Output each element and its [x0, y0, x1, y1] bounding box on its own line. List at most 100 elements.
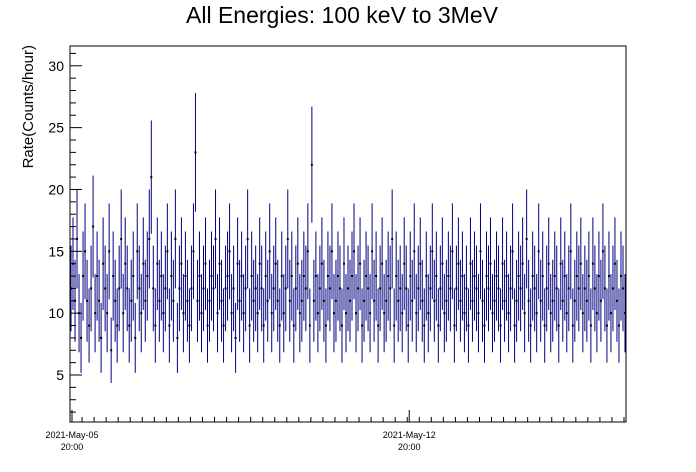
data-point [483, 324, 486, 327]
data-point [437, 324, 440, 327]
data-point [208, 299, 211, 302]
data-point [511, 250, 514, 253]
data-point [459, 299, 462, 302]
data-point [94, 312, 97, 315]
data-point [252, 299, 255, 302]
data-point [88, 324, 91, 327]
data-point [501, 262, 504, 265]
y-tick-label: 5 [56, 367, 64, 383]
data-point [326, 275, 329, 278]
data-point [481, 299, 484, 302]
data-point [447, 275, 450, 278]
data-point [210, 275, 213, 278]
data-point [134, 336, 137, 339]
data-point [274, 262, 277, 265]
data-point [453, 324, 456, 327]
data-point [587, 275, 590, 278]
data-point [180, 262, 183, 265]
data-point [423, 324, 426, 327]
data-point [579, 262, 582, 265]
data-point [619, 275, 622, 278]
data-point [318, 287, 321, 290]
data-point [413, 250, 416, 253]
data-point [218, 262, 221, 265]
data-point [445, 299, 448, 302]
data-point [150, 176, 153, 179]
data-point [288, 299, 291, 302]
data-point [357, 287, 360, 290]
data-point [310, 163, 313, 166]
data-point [355, 312, 358, 315]
data-point [571, 324, 574, 327]
data-point [449, 287, 452, 290]
data-point [148, 237, 151, 240]
data-point [439, 287, 442, 290]
data-point [403, 262, 406, 265]
data-point [527, 299, 530, 302]
data-point [290, 275, 293, 278]
data-point [391, 237, 394, 240]
data-point [160, 275, 163, 278]
data-point [393, 324, 396, 327]
data-point [533, 287, 536, 290]
data-point [154, 324, 157, 327]
data-point [593, 287, 596, 290]
data-point [513, 324, 516, 327]
data-point [477, 312, 480, 315]
data-point [224, 287, 227, 290]
data-point [521, 262, 524, 265]
data-point [509, 287, 512, 290]
data-point [324, 324, 327, 327]
x-tick-time-label: 20:00 [61, 442, 84, 452]
data-point [122, 312, 125, 315]
data-point [383, 312, 386, 315]
data-point [162, 312, 165, 315]
data-point [302, 275, 305, 278]
data-point [473, 275, 476, 278]
data-point [601, 250, 604, 253]
data-point [455, 287, 458, 290]
data-point [306, 250, 309, 253]
data-point [347, 287, 349, 290]
y-tick-label: 10 [48, 305, 64, 321]
data-point [517, 275, 520, 278]
y-tick-label: 20 [48, 181, 64, 197]
data-point [100, 336, 103, 339]
data-point [551, 299, 554, 302]
data-point [557, 324, 560, 327]
data-point [214, 237, 217, 240]
data-point [523, 312, 526, 315]
data-point [200, 312, 203, 315]
data-point [499, 324, 502, 327]
data-point [256, 312, 259, 315]
data-point [507, 312, 510, 315]
data-point [401, 312, 404, 315]
data-point [525, 237, 528, 240]
data-point [397, 299, 400, 302]
data-point [605, 324, 608, 327]
data-point [308, 324, 311, 327]
data-point [144, 299, 147, 302]
data-point [353, 250, 356, 253]
data-point [298, 312, 301, 315]
data-point [108, 250, 111, 253]
data-point [170, 275, 173, 278]
data-point [389, 287, 392, 290]
data-point [419, 262, 422, 265]
data-point [505, 275, 508, 278]
data-point [84, 250, 87, 253]
data-point [76, 237, 79, 240]
data-point [377, 324, 380, 327]
data-point [553, 275, 556, 278]
data-point [320, 262, 323, 265]
data-point [373, 299, 376, 302]
data-point [236, 262, 239, 265]
data-point [607, 275, 610, 278]
data-point [421, 299, 424, 302]
y-tick-label: 25 [48, 120, 64, 136]
data-point [96, 275, 99, 278]
data-point [136, 250, 139, 253]
data-point [409, 275, 412, 278]
data-point [112, 275, 115, 278]
data-point [300, 299, 303, 302]
